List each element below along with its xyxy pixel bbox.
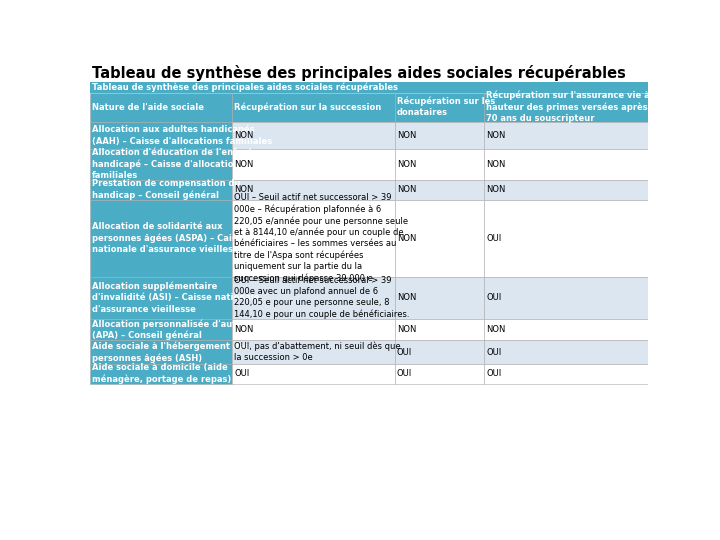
Bar <box>232 122 395 148</box>
Bar <box>90 148 232 179</box>
Bar <box>90 179 232 200</box>
Text: OUI: OUI <box>486 233 501 242</box>
Text: OUI: OUI <box>486 348 501 356</box>
Bar <box>90 276 232 319</box>
Bar <box>395 200 484 276</box>
Text: NON: NON <box>486 185 505 194</box>
Bar <box>90 65 648 82</box>
Text: OUI: OUI <box>486 369 501 378</box>
Bar <box>484 276 648 319</box>
Bar <box>484 122 648 148</box>
Bar <box>90 92 232 122</box>
Bar <box>395 92 484 122</box>
Text: Aide sociale à domicile (aide
ménagère, portage de repas): Aide sociale à domicile (aide ménagère, … <box>92 363 232 384</box>
Bar <box>90 82 648 92</box>
Text: OUI: OUI <box>397 369 412 378</box>
Bar <box>90 363 232 383</box>
Text: NON: NON <box>486 131 505 140</box>
Bar <box>484 363 648 383</box>
Bar <box>395 276 484 319</box>
Bar <box>232 200 395 276</box>
Bar <box>484 319 648 340</box>
Text: OUI: OUI <box>234 369 249 378</box>
Text: Allocation supplémentaire
d'invalidité (ASI) – Caisse nationale
d'assurance viei: Allocation supplémentaire d'invalidité (… <box>92 282 260 314</box>
Text: Prestation de compensation du
handicap – Conseil général: Prestation de compensation du handicap –… <box>92 179 240 200</box>
Text: NON: NON <box>397 293 416 302</box>
Text: Nature de l'aide sociale: Nature de l'aide sociale <box>92 103 204 112</box>
Bar <box>232 340 395 363</box>
Text: OUI, pas d'abattement, ni seuil dès que
la succession > 0e: OUI, pas d'abattement, ni seuil dès que … <box>234 342 401 362</box>
Text: Récupération sur l'assurance vie à
hauteur des primes versées après les
70 ans d: Récupération sur l'assurance vie à haute… <box>486 91 664 123</box>
Text: NON: NON <box>397 160 416 168</box>
Text: NON: NON <box>234 160 253 168</box>
Bar <box>232 92 395 122</box>
Text: NON: NON <box>486 325 505 334</box>
Text: Récupération sur la succession: Récupération sur la succession <box>234 103 382 112</box>
Text: Allocation d'éducation de l'enfant
handicapé – Caisse d'allocations
familiales: Allocation d'éducation de l'enfant handi… <box>92 148 253 180</box>
Text: OUI: OUI <box>486 293 501 302</box>
Text: NON: NON <box>234 325 253 334</box>
Bar <box>484 340 648 363</box>
Bar <box>232 148 395 179</box>
Text: Allocation de solidarité aux
personnes âgées (ASPA) – Caisse
nationale d'assuran: Allocation de solidarité aux personnes â… <box>92 222 248 254</box>
Text: NON: NON <box>397 233 416 242</box>
Text: Aide sociale à l'hébergement des
personnes âgées (ASH): Aide sociale à l'hébergement des personn… <box>92 341 250 363</box>
Text: NON: NON <box>486 160 505 168</box>
Text: Allocation aux adultes handicapés
(AAH) – Caisse d'allocations familiales: Allocation aux adultes handicapés (AAH) … <box>92 125 272 146</box>
Bar <box>232 179 395 200</box>
Text: NON: NON <box>234 185 253 194</box>
Bar <box>395 179 484 200</box>
Bar <box>484 92 648 122</box>
Bar <box>484 200 648 276</box>
Bar <box>395 363 484 383</box>
Bar <box>90 122 232 148</box>
Text: Tableau de synthèse des principales aides sociales récupérables: Tableau de synthèse des principales aide… <box>92 65 626 82</box>
Bar <box>232 276 395 319</box>
Bar <box>232 363 395 383</box>
Text: OUI – Seuil actif net successoral > 39
000e – Récupération plafonnée à 6
220,05 : OUI – Seuil actif net successoral > 39 0… <box>234 193 408 283</box>
Bar <box>395 340 484 363</box>
Text: Récupération sur les
donataires: Récupération sur les donataires <box>397 97 495 118</box>
Text: Allocation personnalisée d'autonomie
(APA) – Conseil général: Allocation personnalisée d'autonomie (AP… <box>92 319 271 340</box>
Bar <box>484 179 648 200</box>
Text: OUI – Seuil actif net successoral > 39
000e avec un plafond annuel de 6
220,05 e: OUI – Seuil actif net successoral > 39 0… <box>234 276 410 319</box>
Text: NON: NON <box>397 325 416 334</box>
Text: NON: NON <box>234 131 253 140</box>
Bar <box>90 319 232 340</box>
Bar <box>484 148 648 179</box>
Text: Tableau de synthèse des principales aides sociales récupérables: Tableau de synthèse des principales aide… <box>92 83 398 92</box>
Text: OUI: OUI <box>397 348 412 356</box>
Bar <box>395 122 484 148</box>
Bar <box>90 200 232 276</box>
Text: NON: NON <box>397 185 416 194</box>
Bar <box>395 148 484 179</box>
Bar <box>232 319 395 340</box>
Bar <box>90 340 232 363</box>
Text: NON: NON <box>397 131 416 140</box>
Bar <box>395 319 484 340</box>
